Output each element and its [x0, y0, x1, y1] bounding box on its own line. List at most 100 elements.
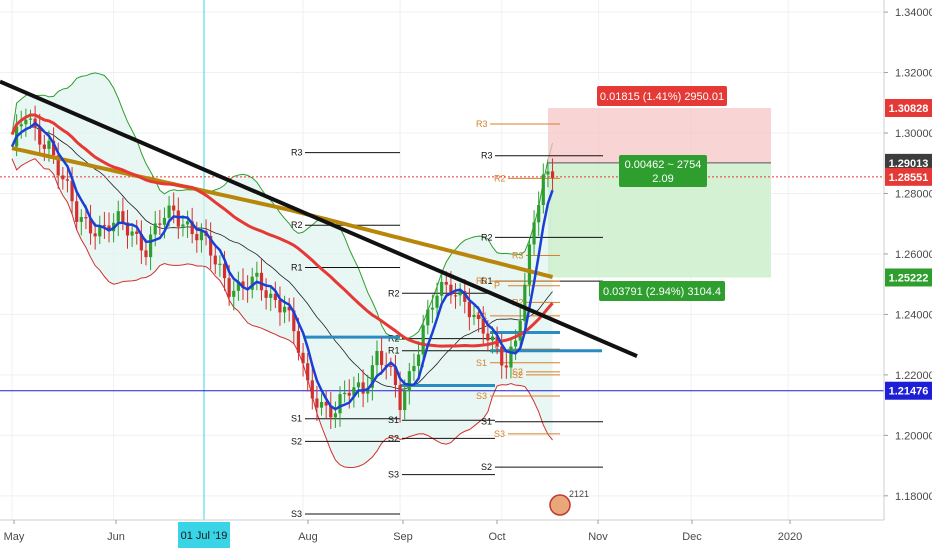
price-tag-bg: [885, 98, 932, 117]
price-axis[interactable]: 1.34000 1.32000 1.30000 1.28000 1.26000 1.240…: [883, 0, 932, 550]
candle-body: [153, 223, 157, 235]
price-tick-label: 1.34000: [895, 7, 932, 19]
candle-body: [70, 180, 74, 202]
flag-badge-text: 2121: [569, 489, 589, 499]
candle-body: [490, 336, 495, 341]
time-tick-label: Jun: [107, 531, 125, 543]
candle-body: [421, 325, 425, 355]
candle-body: [199, 231, 204, 241]
candle-body: [232, 290, 236, 297]
pivot-weekly-12-label: S1: [476, 358, 487, 368]
pivot-aug-5-label: S3: [388, 470, 399, 480]
price-tick-label: 1.18000: [895, 491, 932, 503]
ma-fast-line: [10, 121, 554, 411]
candle-body: [241, 281, 245, 289]
candle-body: [416, 354, 421, 366]
bb-fill: [12, 72, 553, 468]
time-tick-label: Nov: [588, 531, 608, 543]
flag-badge[interactable]: 2121: [549, 489, 589, 516]
candle-body: [412, 365, 416, 372]
candle-body: [504, 365, 508, 368]
pivot-weekly-9-label: S3: [476, 391, 487, 401]
time-tick-label: Dec: [682, 531, 702, 543]
trendline[interactable]: [0, 79, 638, 358]
candle-body: [213, 255, 217, 265]
price-tick-label: 1.26000: [895, 249, 932, 261]
candle-body: [333, 413, 337, 418]
price-tag[interactable]: 1.30828: [889, 103, 929, 115]
pivot-sep-3-label: S1: [481, 417, 492, 427]
candle-body: [93, 233, 97, 237]
candle-body: [130, 231, 134, 236]
candle-body: [75, 201, 79, 222]
entry-label-1: 0.00462 ~ 2754: [625, 159, 702, 171]
time-axis[interactable]: May Jun Aug Sep Oct Nov Dec 2020 01 Jul '19: [0, 519, 884, 550]
candle-body: [24, 119, 28, 125]
price-tick-label: 1.20000: [895, 430, 932, 442]
candle-body: [181, 224, 185, 227]
candle-body: [324, 401, 328, 406]
pivot-aug-0-label: R2: [388, 334, 400, 344]
candle-body: [185, 221, 190, 225]
time-tick-label: Oct: [488, 531, 505, 543]
ma-slow-line: [10, 113, 554, 348]
pivot-weekly-0-label: R3: [476, 119, 488, 129]
candle-body: [509, 346, 513, 368]
candle-body: [107, 225, 111, 232]
candle-body: [236, 281, 240, 291]
candle-body: [467, 301, 471, 318]
candle-body: [352, 387, 356, 396]
candle-body: [38, 127, 42, 145]
candle-body: [65, 179, 70, 181]
candle-body: [407, 371, 411, 391]
candle-body: [79, 217, 83, 222]
candle-body: [116, 211, 120, 223]
candle-body: [310, 380, 314, 399]
candle-body: [301, 352, 305, 364]
pivot-weekly-7-label: S1: [494, 344, 505, 354]
candle-body: [500, 346, 504, 366]
candle-body: [361, 382, 365, 394]
price-tag[interactable]: 1.25222: [889, 272, 929, 284]
candle-body: [398, 385, 402, 411]
pivot-weekly-8-label: S2: [512, 367, 523, 377]
pivot-weekly-4-label: P: [494, 281, 500, 291]
candle-body: [472, 314, 476, 318]
price-tag[interactable]: 1.21476: [889, 386, 929, 398]
candle-body: [28, 118, 33, 120]
time-axis-bg: [0, 520, 884, 550]
candle-body: [282, 306, 287, 313]
candle-body: [370, 365, 374, 388]
date-marker-label[interactable]: 01 Jul '19: [181, 530, 228, 542]
candle-body: [315, 398, 319, 408]
candle-body: [546, 171, 550, 175]
price-tag[interactable]: 1.28551: [889, 172, 929, 184]
date-marker-bg: [178, 522, 230, 548]
pivot-jul-s3-label: S3: [291, 509, 302, 519]
pivot-jul-r1-label: R1: [291, 263, 303, 273]
pivot-sep-1-label: R2: [481, 232, 493, 242]
candle-body: [380, 350, 384, 366]
candle-body: [426, 309, 430, 326]
candle-body: [222, 263, 227, 279]
pivot-aug-2-label: R2: [388, 288, 400, 298]
candle-body: [195, 234, 199, 241]
pivot-jul-r2-label: R2: [291, 220, 303, 230]
flag-badge-circle[interactable]: [549, 494, 571, 516]
pivot-sep-4-label: S2: [481, 462, 492, 472]
pivot-weekly-1-label: R2: [494, 173, 506, 183]
candle-body: [227, 278, 231, 297]
price-tag-bg: [885, 381, 932, 400]
horizontal-lines: [0, 176, 884, 392]
candle-body: [393, 366, 398, 386]
price-tag-bg: [885, 153, 932, 172]
price-tag[interactable]: 1.29013: [889, 158, 929, 170]
candle-body: [158, 223, 162, 225]
descending-trendline[interactable]: [0, 79, 638, 358]
candle-body: [444, 281, 448, 285]
pivot-weekly-5-label: R2: [512, 297, 524, 307]
candle-body: [338, 394, 342, 414]
candle-body: [287, 306, 291, 311]
candle-body: [19, 124, 23, 127]
